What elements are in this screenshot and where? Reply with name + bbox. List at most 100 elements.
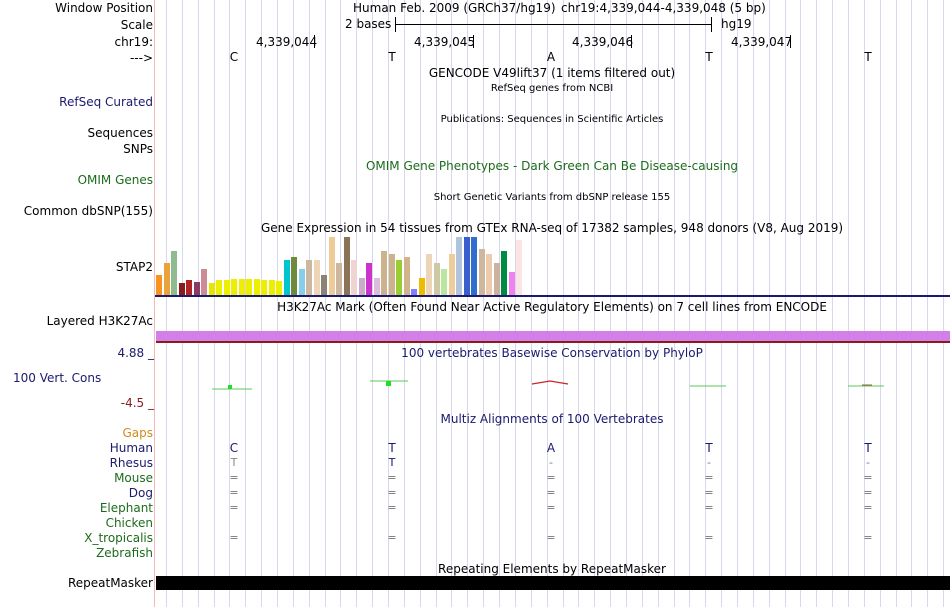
gtex-tissue-bar[interactable] bbox=[298, 269, 305, 295]
gtex-tissue-bar[interactable] bbox=[231, 279, 237, 295]
gtex-tissue-bar[interactable] bbox=[276, 281, 282, 295]
alignment-cell: A bbox=[546, 441, 556, 455]
gtex-tissue-bar[interactable] bbox=[441, 269, 447, 295]
gtex-tissue-bar[interactable] bbox=[351, 260, 357, 295]
phylop-track-label[interactable]: 100 Vert. Cons bbox=[13, 371, 102, 385]
gtex-tissue-bar[interactable] bbox=[358, 278, 365, 295]
repeatmasker-track-label[interactable]: RepeatMasker bbox=[67, 576, 153, 590]
gtex-tissue-bar[interactable] bbox=[178, 283, 185, 295]
h3k27ac-track-title[interactable]: H3K27Ac Mark (Often Found Near Active Re… bbox=[277, 300, 827, 314]
gtex-tissue-bar[interactable] bbox=[366, 263, 372, 295]
gtex-tissue-bar[interactable] bbox=[486, 254, 492, 295]
species-label-elephant[interactable]: Elephant bbox=[99, 501, 153, 515]
gtex-tissue-bar[interactable] bbox=[403, 257, 410, 295]
alignment-cell: = bbox=[546, 486, 556, 499]
gtex-tissue-bar[interactable] bbox=[388, 254, 395, 295]
species-label-mouse[interactable]: Mouse bbox=[114, 471, 153, 485]
phylop-max-label: 4.88 _ bbox=[117, 346, 154, 360]
alignment-cell: T bbox=[388, 441, 396, 455]
gtex-tissue-bar[interactable] bbox=[223, 280, 230, 295]
species-label-human[interactable]: Human bbox=[109, 441, 153, 455]
gtex-tissue-bar[interactable] bbox=[396, 260, 402, 295]
phylop-negative-peak bbox=[531, 380, 569, 385]
grid-line bbox=[658, 0, 659, 607]
gtex-tissue-bar[interactable] bbox=[321, 275, 327, 295]
gtex-tissue-bar[interactable] bbox=[283, 260, 290, 295]
gtex-track-title[interactable]: Gene Expression in 54 tissues from GTEx … bbox=[260, 221, 844, 235]
gtex-tissue-bar[interactable] bbox=[336, 263, 342, 295]
gtex-tissue-bar[interactable] bbox=[246, 279, 252, 295]
alignment-cell: T bbox=[705, 441, 713, 455]
gtex-tissue-bar[interactable] bbox=[261, 280, 267, 295]
dbsnp-track-title[interactable]: Short Genetic Variants from dbSNP releas… bbox=[433, 192, 671, 203]
scale-text: 2 bases bbox=[345, 17, 392, 31]
alignment-cell: - bbox=[866, 456, 870, 469]
alignment-cell: = bbox=[546, 531, 556, 544]
h3k27ac-track-label[interactable]: Layered H3K27Ac bbox=[46, 314, 153, 328]
gtex-tissue-bar[interactable] bbox=[313, 260, 320, 295]
gtex-tissue-bar[interactable] bbox=[253, 279, 260, 295]
gtex-tissue-bar[interactable] bbox=[493, 263, 500, 295]
gtex-tissue-bar[interactable] bbox=[163, 263, 170, 295]
gtex-tissue-bar[interactable] bbox=[238, 279, 245, 295]
species-label-rhesus[interactable]: Rhesus bbox=[109, 456, 153, 470]
gtex-tissue-bar[interactable] bbox=[216, 280, 222, 295]
gtex-tissue-bar[interactable] bbox=[171, 251, 177, 295]
gtex-tissue-bar[interactable] bbox=[418, 278, 425, 295]
species-label-zebrafish[interactable]: Zebrafish bbox=[96, 546, 153, 560]
gtex-tissue-bar[interactable] bbox=[306, 260, 312, 295]
gtex-gene-label[interactable]: STAP2 bbox=[115, 260, 153, 274]
species-label-dog[interactable]: Dog bbox=[128, 486, 153, 500]
gtex-tissue-bar[interactable] bbox=[201, 269, 207, 295]
grid-line bbox=[531, 0, 532, 607]
publications-track-title[interactable]: Publications: Sequences in Scientific Ar… bbox=[440, 114, 664, 125]
species-label-gaps[interactable]: Gaps bbox=[122, 426, 153, 440]
gtex-tissue-bar[interactable] bbox=[501, 251, 507, 295]
gtex-tissue-bar[interactable] bbox=[463, 237, 470, 295]
repeatmasker-track-title[interactable]: Repeating Elements by RepeatMasker bbox=[438, 562, 666, 576]
gtex-tissue-bar[interactable] bbox=[448, 254, 455, 295]
species-label-chicken[interactable]: Chicken bbox=[105, 516, 153, 530]
gtex-tissue-bar[interactable] bbox=[411, 289, 417, 295]
gtex-tissue-bar[interactable] bbox=[328, 237, 335, 295]
phylop-peak-2 bbox=[386, 381, 391, 386]
gtex-tissue-bar[interactable] bbox=[343, 237, 350, 295]
gtex-tissue-bar[interactable] bbox=[508, 272, 515, 295]
grid-line bbox=[721, 0, 722, 607]
gtex-tissue-bar[interactable] bbox=[156, 275, 162, 295]
gtex-tissue-bar[interactable] bbox=[373, 278, 380, 295]
phylop-track-title[interactable]: 100 vertebrates Basewise Conservation by… bbox=[401, 346, 703, 360]
gtex-tissue-bar[interactable] bbox=[456, 237, 462, 295]
gtex-tissue-bar[interactable] bbox=[193, 282, 200, 295]
gtex-tissue-bar[interactable] bbox=[208, 283, 215, 295]
gtex-tissue-bar[interactable] bbox=[426, 254, 432, 295]
sequences-track-label[interactable]: Sequences bbox=[87, 126, 153, 140]
gtex-tissue-bar[interactable] bbox=[471, 237, 477, 295]
position-tick-label-1: 4,339,044 bbox=[256, 35, 318, 49]
grid-line bbox=[229, 0, 230, 607]
species-label-x-tropicalis[interactable]: X_tropicalis bbox=[84, 531, 153, 545]
snps-track-label[interactable]: SNPs bbox=[123, 142, 153, 156]
alignment-cell: = bbox=[387, 501, 397, 514]
gencode-track-title[interactable]: GENCODE V49lift37 (1 items filtered out) bbox=[428, 66, 676, 80]
refseq-track-label[interactable]: RefSeq Curated bbox=[59, 95, 153, 109]
gtex-tissue-bar[interactable] bbox=[433, 263, 440, 295]
gtex-tissue-bar[interactable] bbox=[478, 249, 485, 295]
gtex-tissue-bar[interactable] bbox=[516, 240, 522, 295]
gtex-tissue-bar[interactable] bbox=[291, 257, 297, 295]
grid-line bbox=[261, 0, 262, 607]
omim-track-label[interactable]: OMIM Genes bbox=[77, 173, 153, 187]
gtex-tissue-bar[interactable] bbox=[381, 251, 387, 295]
dbsnp-track-label[interactable]: Common dbSNP(155) bbox=[23, 204, 153, 218]
gtex-bar-chart[interactable] bbox=[156, 237, 536, 295]
alignment-cell: - bbox=[707, 456, 711, 469]
omim-track-title[interactable]: OMIM Gene Phenotypes - Dark Green Can Be… bbox=[365, 159, 739, 173]
multiz-track-title[interactable]: Multiz Alignments of 100 Vertebrates bbox=[440, 412, 664, 426]
alignment-cell: T bbox=[864, 441, 872, 455]
gtex-tissue-bar[interactable] bbox=[268, 280, 275, 295]
gtex-tissue-bar[interactable] bbox=[186, 280, 192, 295]
grid-line bbox=[356, 0, 357, 607]
alignment-cell: = bbox=[704, 531, 714, 544]
refseq-track-title[interactable]: RefSeq genes from NCBI bbox=[490, 83, 614, 94]
